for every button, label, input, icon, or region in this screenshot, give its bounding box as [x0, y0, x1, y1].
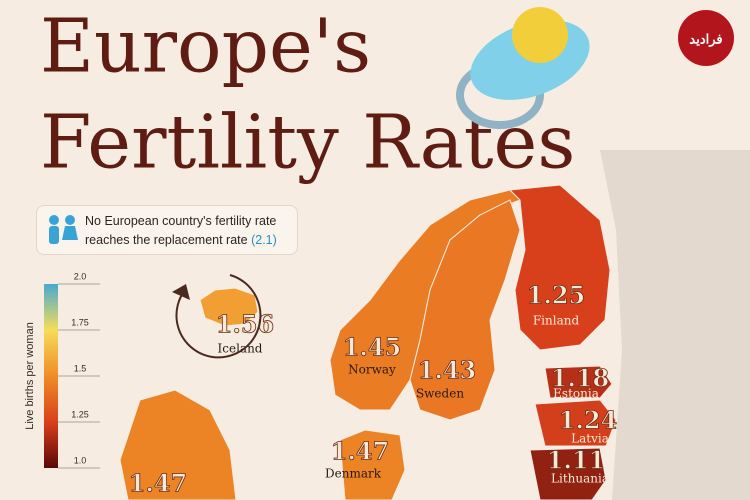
- title-line2: Fertility Rates: [40, 99, 575, 185]
- legend-tick-label: 2.0: [74, 271, 87, 281]
- inset-arrow: [175, 274, 262, 359]
- country: [339, 429, 406, 500]
- value-label: 1.47: [129, 469, 187, 498]
- legend-tick-label: 1.25: [71, 409, 89, 419]
- country-name: Lithuania: [551, 472, 609, 486]
- country-name: Denmark: [325, 467, 382, 481]
- country: [529, 447, 607, 500]
- country-name: Iceland: [218, 342, 263, 356]
- country-name: Latvia: [571, 432, 609, 446]
- country: [199, 287, 259, 327]
- logo-badge: [678, 10, 734, 66]
- country-name: Estonia: [553, 387, 599, 401]
- legend-label: Live births per woman: [24, 322, 36, 430]
- value-label: 1.24: [559, 406, 617, 435]
- country: [409, 199, 521, 421]
- country: [544, 365, 613, 399]
- country: [119, 389, 237, 500]
- value-label: 1.11: [547, 446, 605, 475]
- value-label: 1.56: [216, 310, 274, 339]
- country: [534, 399, 617, 447]
- legend-ticks: 2.0 1.75 1.5 1.25 1.0: [58, 271, 100, 469]
- country: [508, 184, 611, 351]
- kids-icon: [49, 215, 78, 244]
- legend-tick-label: 1.5: [74, 363, 87, 373]
- country-name: Sweden: [416, 387, 464, 401]
- pacifier-bulb: [512, 7, 568, 63]
- other-land: [600, 150, 750, 500]
- value-label: 1.47: [331, 437, 389, 466]
- arrow-head: [172, 284, 190, 300]
- country-name: Finland: [533, 314, 580, 328]
- pacifier: [456, 7, 590, 129]
- value-label: 1.25: [527, 281, 585, 310]
- legend-tick-label: 1.75: [71, 317, 89, 327]
- country-name: Norway: [348, 363, 396, 377]
- note-text: No European country's fertility rate rea…: [85, 214, 277, 247]
- colorbar: [44, 284, 58, 468]
- value-label: 1.45: [343, 333, 401, 362]
- note-highlight: (2.1): [251, 233, 277, 247]
- logo: فرادید: [689, 31, 722, 47]
- value-label: 1.18: [551, 364, 609, 393]
- legend-tick-label: 1.0: [74, 455, 87, 465]
- note: No European country's fertility rate rea…: [36, 205, 298, 255]
- value-label: 1.43: [418, 356, 476, 385]
- title-line1: Europe's: [40, 3, 371, 89]
